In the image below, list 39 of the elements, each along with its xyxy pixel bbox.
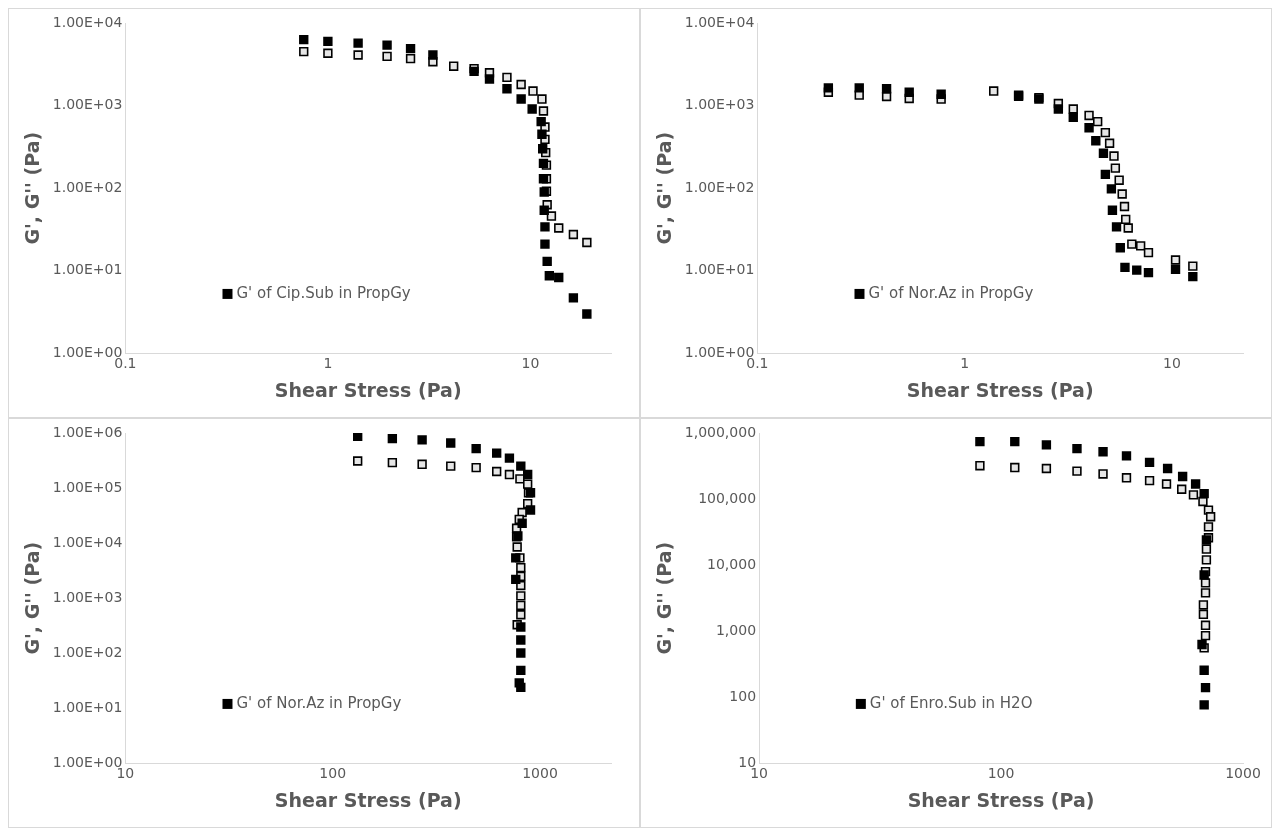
legend-label: G' of Cip.Sub in PropGy [236,283,411,302]
y-tick-label: 1.00E+01 [52,698,123,715]
x-tick-label: 10 [521,355,540,372]
x-tick-label: 1000 [1225,765,1261,782]
x-tick-label: 1 [960,355,970,372]
y-tick-label: 1,000 [715,621,757,638]
y-tick-label: 1.00E+06 [52,423,123,440]
x-axis-title: Shear Stress (Pa) [274,378,462,401]
y-tick-label: 1.00E+01 [684,261,755,278]
y-tick-label: 1.00E+02 [52,643,123,660]
y-tick-label: 1.00E+05 [52,478,123,495]
x-axis-title: Shear Stress (Pa) [907,788,1095,811]
y-axis-title: G', G'' (Pa) [653,131,676,245]
y-axis-title: G', G'' (Pa) [21,131,44,245]
y-tick-label: 100 [729,687,757,704]
y-tick-label: 100,000 [698,489,757,506]
legend-label: G' of Nor.Az in PropGy [236,693,402,712]
y-tick-label: 1,000,000 [684,423,757,440]
y-axis-title: G', G'' (Pa) [653,541,676,655]
x-tick-label: 100 [319,765,347,782]
y-tick-label: 1.00E+02 [52,178,123,195]
x-axis-title: Shear Stress (Pa) [274,788,462,811]
y-tick-label: 1.00E+03 [684,96,755,113]
y-tick-label: 1.00E+01 [52,261,123,278]
y-tick-label: 1.00E+04 [52,13,123,30]
y-tick-label: 1.00E+02 [684,178,755,195]
legend-label: G' of Enro.Sub in H2O [869,693,1033,712]
x-tick-label: 1 [323,355,333,372]
legend-label: G' of Nor.Az in PropGy [868,283,1034,302]
x-axis-title: Shear Stress (Pa) [906,378,1094,401]
y-tick-label: 1.00E+03 [52,588,123,605]
x-tick-label: 100 [987,765,1015,782]
y-tick-label: 1.00E+03 [52,96,123,113]
x-tick-label: 10 [1163,355,1181,372]
y-axis-title: G', G'' (Pa) [21,541,44,655]
x-tick-label: 1000 [522,765,558,782]
y-tick-label: 10,000 [707,555,757,572]
y-tick-label: 1.00E+04 [684,13,755,30]
y-tick-label: 1.00E+04 [52,533,123,550]
